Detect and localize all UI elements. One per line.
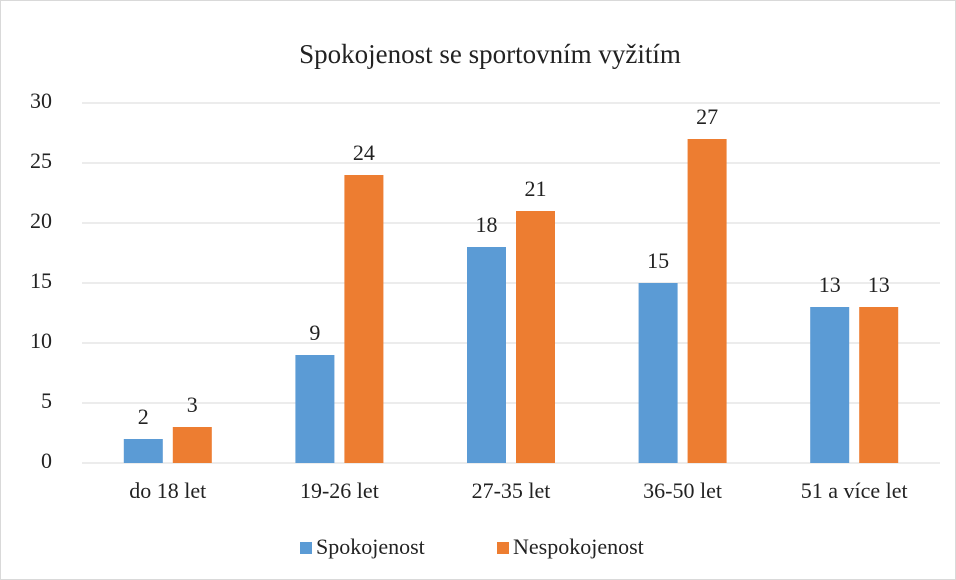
data-label: 13	[868, 272, 890, 297]
y-tick-label: 15	[30, 268, 52, 293]
x-tick-label: do 18 let	[129, 478, 206, 503]
legend-label: Nespokojenost	[513, 534, 644, 559]
data-label: 21	[525, 176, 547, 201]
bar	[295, 355, 335, 463]
bar	[467, 247, 506, 463]
data-label: 2	[138, 404, 149, 429]
x-tick-label: 36-50 let	[643, 478, 722, 503]
legend-swatch	[300, 542, 312, 554]
bar	[687, 139, 727, 463]
bar	[516, 211, 555, 463]
chart-title: Spokojenost se sportovním vyžitím	[299, 39, 681, 69]
data-label: 18	[476, 212, 498, 237]
bar	[172, 427, 212, 463]
data-label: 13	[819, 272, 841, 297]
legend-swatch	[497, 542, 509, 554]
data-label: 24	[353, 140, 375, 165]
data-label: 9	[309, 320, 320, 345]
bar	[638, 283, 678, 463]
y-tick-label: 0	[41, 448, 52, 473]
bar	[344, 175, 384, 463]
bar	[810, 307, 850, 463]
data-label: 15	[647, 248, 669, 273]
y-tick-label: 10	[30, 328, 52, 353]
bar	[859, 307, 899, 463]
y-tick-label: 25	[30, 148, 52, 173]
y-tick-label: 5	[41, 388, 52, 413]
y-tick-label: 20	[30, 208, 52, 233]
data-label: 3	[187, 392, 198, 417]
x-tick-label: 19-26 let	[300, 478, 379, 503]
legend-label: Spokojenost	[316, 534, 425, 559]
bar	[123, 439, 163, 463]
x-tick-label: 27-35 let	[472, 478, 551, 503]
data-label: 27	[696, 104, 718, 129]
x-tick-label: 51 a více let	[801, 478, 908, 503]
y-tick-label: 30	[30, 88, 52, 113]
